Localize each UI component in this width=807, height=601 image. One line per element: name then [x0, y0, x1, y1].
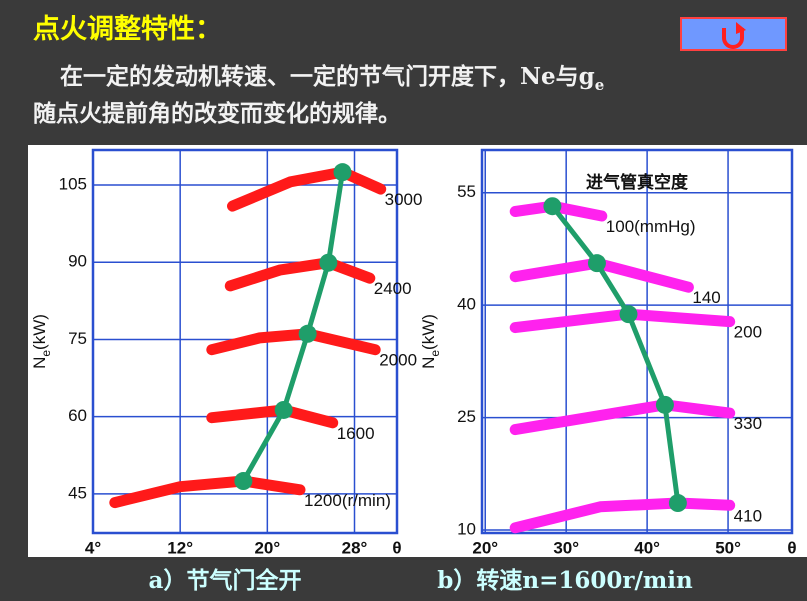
series-label: 200	[734, 323, 762, 342]
x-tick-label: 20°	[472, 538, 498, 557]
y-tick-label: 10	[457, 519, 476, 538]
series-label: 330	[734, 414, 762, 433]
x-tick-label: 4°	[85, 538, 101, 557]
marker	[668, 494, 687, 513]
marker	[619, 305, 638, 324]
y-label-main: N	[30, 357, 49, 369]
line-series	[206, 328, 381, 356]
line-series	[227, 166, 387, 212]
plot-border	[91, 148, 399, 535]
description-text: 在一定的发动机转速、一定的节气门开度下，Ne与g	[60, 63, 595, 90]
x-axis-label: θ	[787, 538, 796, 557]
y-axis-label: Ne(kW)	[419, 314, 442, 369]
y-label-unit: (kW)	[419, 314, 438, 350]
y-tick-label: 105	[59, 174, 87, 193]
caption: a）节气门全开	[149, 567, 302, 594]
y-label-main: N	[419, 357, 438, 369]
line-series	[509, 497, 736, 534]
x-tick-label: 28°	[342, 538, 368, 557]
button-arrow	[736, 22, 746, 34]
y-tick-label: 45	[68, 483, 87, 502]
x-tick-label: 50°	[715, 538, 741, 557]
series-label: 2000	[379, 351, 417, 370]
y-tick-label: 25	[457, 407, 476, 426]
marker	[319, 253, 338, 272]
legend-title: 进气管真空度	[586, 172, 689, 192]
marker	[274, 400, 293, 419]
marker	[234, 472, 253, 491]
description-line-2: 随点火提前角的改变而变化的规律。	[33, 100, 401, 127]
y-label-unit: (kW)	[30, 314, 49, 350]
series-label: 410	[734, 506, 762, 525]
description-line-1: 在一定的发动机转速、一定的节气门开度下，Ne与ge	[60, 63, 604, 94]
series-label: 3000	[385, 190, 423, 209]
button-icon	[722, 28, 744, 49]
line-series	[109, 475, 306, 509]
x-tick-label: 20°	[254, 538, 280, 557]
marker	[333, 163, 352, 182]
x-tick-label: 40°	[634, 538, 660, 557]
y-tick-label: 55	[457, 182, 476, 201]
button-box[interactable]	[680, 17, 787, 51]
slide-title: 点火调整特性：	[33, 14, 222, 45]
line-series	[224, 257, 376, 292]
marker	[298, 324, 317, 343]
y-tick-label: 40	[457, 295, 476, 314]
series-label: 100(mmHg)	[606, 217, 696, 236]
series-label: 140	[692, 288, 720, 307]
marker	[543, 197, 562, 216]
series-label: 2400	[374, 279, 412, 298]
series-label: 1600	[337, 424, 375, 443]
y-tick-label: 90	[68, 252, 87, 271]
caption: b）转速n=1600r/min	[437, 567, 693, 594]
series-label: 1200(r/min)	[304, 491, 391, 510]
y-tick-label: 75	[68, 329, 87, 348]
y-label-sub: e	[39, 350, 53, 357]
marker	[587, 254, 606, 273]
back-button[interactable]	[680, 17, 787, 51]
x-axis-label: θ	[392, 538, 401, 557]
plot-border	[480, 148, 794, 535]
subscript: e	[595, 76, 605, 94]
marker	[655, 395, 674, 414]
y-tick-label: 60	[68, 406, 87, 425]
y-label-sub: e	[428, 350, 442, 357]
x-tick-label: 12°	[167, 538, 193, 557]
y-axis-label: Ne(kW)	[30, 314, 53, 369]
x-tick-label: 30°	[553, 538, 579, 557]
